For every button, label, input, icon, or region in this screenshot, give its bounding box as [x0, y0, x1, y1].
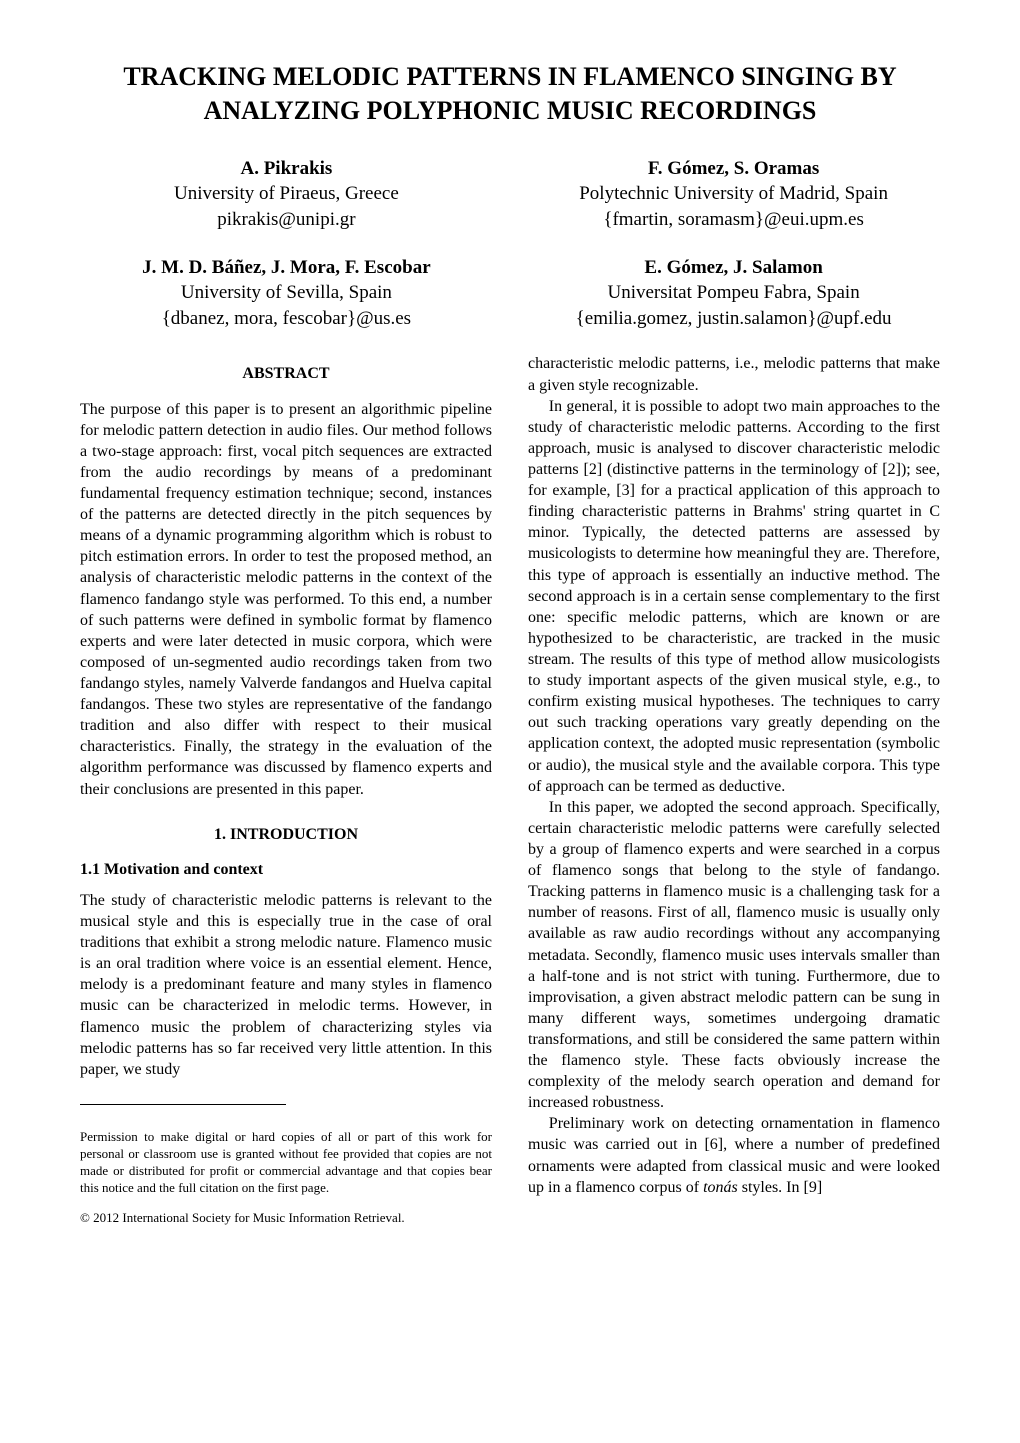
- author-block-c: J. M. D. Báñez, J. Mora, F. Escobar Univ…: [80, 255, 493, 332]
- introduction-heading: 1. INTRODUCTION: [80, 824, 492, 845]
- author-block-d: E. Gómez, J. Salamon Universitat Pompeu …: [527, 255, 940, 332]
- author-a-email: pikrakis@unipi.gr: [80, 207, 493, 233]
- author-c-email: {dbanez, mora, fescobar}@us.es: [80, 306, 493, 332]
- right-p3: In this paper, we adopted the second app…: [528, 797, 940, 1114]
- author-b-name: F. Gómez, S. Oramas: [527, 156, 940, 182]
- abstract-body: The purpose of this paper is to present …: [80, 399, 492, 800]
- author-a-name: A. Pikrakis: [80, 156, 493, 182]
- permission-text: Permission to make digital or hard copie…: [80, 1129, 492, 1197]
- right-p4-italic: tonás: [703, 1179, 738, 1196]
- author-row-2: J. M. D. Báñez, J. Mora, F. Escobar Univ…: [80, 255, 940, 332]
- abstract-heading: ABSTRACT: [80, 363, 492, 384]
- author-c-affil: University of Sevilla, Spain: [80, 280, 493, 306]
- paper-title: TRACKING MELODIC PATTERNS IN FLAMENCO SI…: [80, 60, 940, 128]
- left-column: ABSTRACT The purpose of this paper is to…: [80, 353, 492, 1239]
- author-b-email: {fmartin, soramasm}@eui.upm.es: [527, 207, 940, 233]
- footnote-rule: [80, 1104, 286, 1105]
- title-line-2: ANALYZING POLYPHONIC MUSIC RECORDINGS: [204, 96, 817, 125]
- author-d-affil: Universitat Pompeu Fabra, Spain: [527, 280, 940, 306]
- right-column: characteristic melodic patterns, i.e., m…: [528, 353, 940, 1239]
- right-p4b: styles. In [9]: [738, 1179, 822, 1196]
- right-p4: Preliminary work on detecting ornamentat…: [528, 1113, 940, 1197]
- intro-body: The study of characteristic melodic patt…: [80, 890, 492, 1080]
- page: TRACKING MELODIC PATTERNS IN FLAMENCO SI…: [0, 0, 1020, 1290]
- two-column-body: ABSTRACT The purpose of this paper is to…: [80, 353, 940, 1239]
- author-b-affil: Polytechnic University of Madrid, Spain: [527, 181, 940, 207]
- author-block-a: A. Pikrakis University of Piraeus, Greec…: [80, 156, 493, 233]
- right-p2: In general, it is possible to adopt two …: [528, 396, 940, 797]
- author-block-b: F. Gómez, S. Oramas Polytechnic Universi…: [527, 156, 940, 233]
- spacer: [80, 800, 492, 814]
- subsection-heading: 1.1 Motivation and context: [80, 859, 492, 880]
- title-line-1: TRACKING MELODIC PATTERNS IN FLAMENCO SI…: [123, 62, 896, 91]
- author-d-email: {emilia.gomez, justin.salamon}@upf.edu: [527, 306, 940, 332]
- author-d-name: E. Gómez, J. Salamon: [527, 255, 940, 281]
- right-p1: characteristic melodic patterns, i.e., m…: [528, 353, 940, 395]
- author-a-affil: University of Piraeus, Greece: [80, 181, 493, 207]
- author-row-1: A. Pikrakis University of Piraeus, Greec…: [80, 156, 940, 233]
- author-c-name: J. M. D. Báñez, J. Mora, F. Escobar: [80, 255, 493, 281]
- copyright-text: © 2012 International Society for Music I…: [80, 1209, 492, 1226]
